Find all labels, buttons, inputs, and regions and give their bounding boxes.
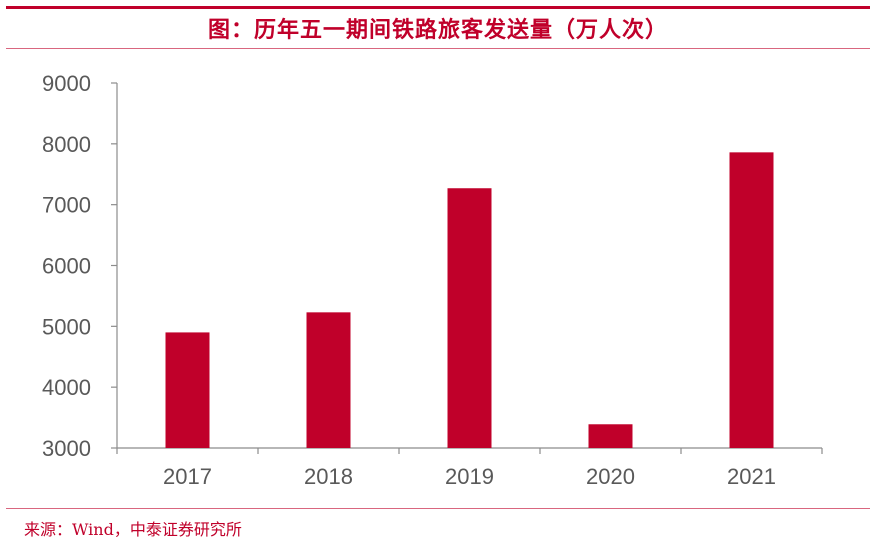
bottom-rule (6, 508, 870, 509)
x-tick-label: 2021 (727, 464, 776, 489)
y-tick-label: 3000 (42, 436, 91, 461)
chart-title: 图：历年五一期间铁路旅客发送量（万人次） (207, 18, 668, 43)
x-tick-label: 2018 (304, 464, 353, 489)
bar-2020 (588, 424, 633, 448)
x-tick-label: 2020 (586, 464, 635, 489)
bars (165, 152, 774, 448)
y-tick-label: 8000 (42, 132, 91, 157)
bar-2021 (729, 152, 774, 448)
bar-2017 (165, 332, 210, 448)
x-tick-label: 2017 (163, 464, 212, 489)
y-tick-label: 5000 (42, 314, 91, 339)
source-note: 来源：Wind，中泰证券研究所 (24, 520, 242, 539)
x-tick-label: 2019 (445, 464, 494, 489)
y-axis: 3000 4000 5000 6000 7000 8000 9000 (42, 71, 118, 461)
bar-2018 (306, 312, 351, 448)
y-tick-label: 4000 (42, 375, 91, 400)
title-rule (6, 48, 870, 49)
top-rule (6, 6, 870, 9)
y-tick-label: 7000 (42, 193, 91, 218)
x-axis: 2017 2018 2019 2020 2021 (116, 447, 823, 489)
y-tick-label: 6000 (42, 254, 91, 279)
bar-2019 (447, 188, 492, 448)
y-tick-label: 9000 (42, 71, 91, 96)
